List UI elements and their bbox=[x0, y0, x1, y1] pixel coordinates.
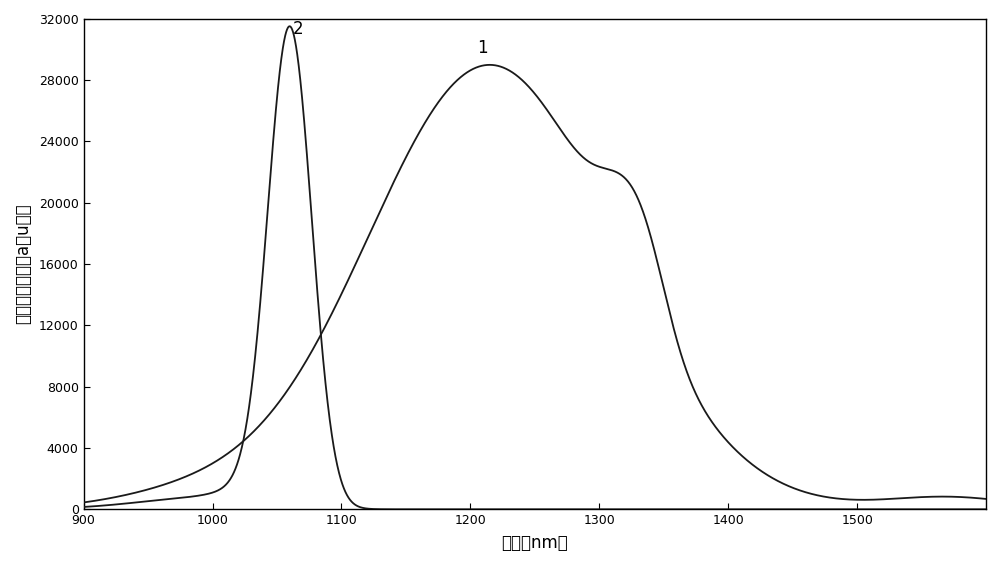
X-axis label: 波长（nm）: 波长（nm） bbox=[501, 534, 568, 552]
Text: 1: 1 bbox=[477, 38, 487, 57]
Text: 2: 2 bbox=[292, 20, 303, 38]
Y-axis label: 荧光发射强度（a．u．）: 荧光发射强度（a．u．） bbox=[14, 204, 32, 324]
